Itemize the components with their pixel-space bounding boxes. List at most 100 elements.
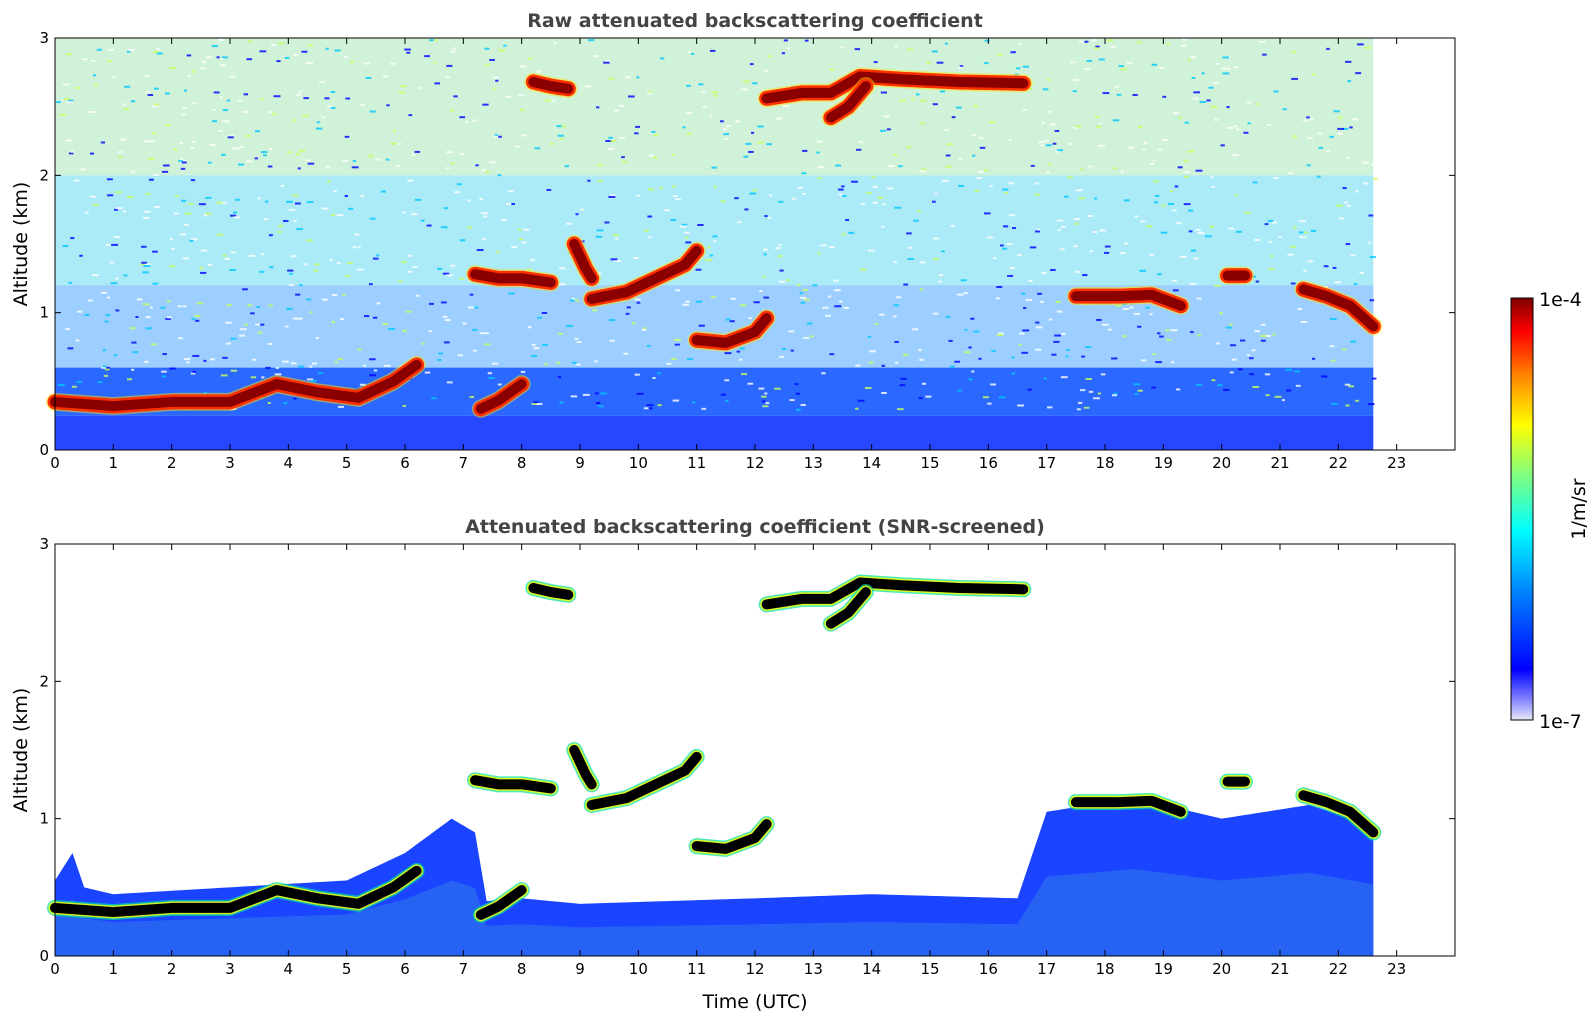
noise-speckle (1260, 339, 1266, 342)
x-tick-label: 15 (920, 960, 939, 978)
noise-speckle (790, 349, 794, 352)
noise-speckle (530, 259, 535, 262)
noise-speckle (1260, 323, 1266, 326)
noise-speckle (596, 229, 604, 232)
noise-speckle (147, 93, 154, 96)
noise-speckle (709, 254, 714, 257)
x-tick-label: 6 (400, 960, 410, 978)
noise-speckle (256, 306, 261, 309)
noise-speckle (1010, 51, 1016, 54)
noise-speckle (1285, 368, 1292, 371)
noise-speckle (1294, 370, 1300, 373)
noise-speckle (881, 391, 887, 394)
noise-speckle (820, 244, 827, 247)
noise-speckle (347, 207, 354, 210)
noise-speckle (1171, 279, 1177, 282)
noise-speckle (816, 151, 820, 154)
noise-speckle (635, 125, 641, 128)
noise-speckle (757, 141, 765, 144)
noise-speckle (310, 380, 318, 383)
noise-speckle (1094, 115, 1100, 118)
noise-speckle (758, 387, 765, 390)
noise-speckle (621, 156, 625, 159)
x-tick-label: 7 (459, 454, 469, 472)
noise-speckle (686, 84, 691, 87)
noise-speckle (203, 359, 207, 362)
noise-speckle (896, 296, 902, 299)
screened-panel-title: Attenuated backscattering coefficient (S… (465, 516, 1045, 538)
noise-speckle (82, 58, 88, 61)
noise-speckle (618, 104, 625, 107)
noise-speckle (92, 74, 96, 77)
noise-speckle (706, 246, 711, 249)
noise-speckle (489, 161, 496, 164)
noise-speckle (600, 392, 607, 395)
noise-speckle (1321, 375, 1328, 378)
noise-speckle (1369, 299, 1375, 302)
noise-speckle (161, 370, 167, 373)
noise-speckle (411, 154, 416, 157)
noise-speckle (796, 284, 801, 287)
noise-speckle (1359, 271, 1365, 274)
x-tick-label: 5 (342, 454, 352, 472)
noise-speckle (995, 297, 1000, 300)
noise-speckle (260, 323, 265, 326)
noise-speckle (749, 63, 754, 66)
noise-speckle (735, 120, 741, 123)
noise-speckle (587, 179, 591, 182)
noise-speckle (1134, 392, 1139, 395)
noise-speckle (1226, 106, 1230, 109)
cloud-layer (583, 748, 705, 813)
noise-speckle (1065, 355, 1069, 358)
noise-speckle (115, 277, 119, 280)
noise-speckle (459, 116, 466, 119)
noise-speckle (1193, 257, 1199, 260)
noise-speckle (553, 41, 557, 44)
noise-speckle (1056, 149, 1064, 152)
noise-speckle (1345, 243, 1351, 246)
noise-speckle (1291, 50, 1297, 53)
noise-speckle (768, 194, 773, 197)
noise-speckle (713, 94, 718, 97)
noise-speckle (1233, 125, 1238, 128)
noise-speckle (257, 331, 263, 334)
noise-speckle (1128, 146, 1134, 149)
noise-speckle (292, 194, 299, 197)
noise-speckle (1052, 142, 1057, 145)
noise-speckle (957, 389, 962, 392)
noise-speckle (1331, 359, 1336, 362)
noise-speckle (734, 197, 739, 200)
noise-speckle (534, 147, 541, 150)
noise-speckle (407, 270, 413, 273)
noise-speckle (152, 105, 159, 108)
noise-speckle (1246, 353, 1251, 356)
noise-speckle (446, 64, 453, 67)
noise-speckle (921, 168, 927, 171)
noise-speckle (1095, 45, 1100, 48)
noise-speckle (1243, 131, 1249, 134)
noise-speckle (296, 228, 304, 231)
noise-speckle (723, 137, 728, 140)
noise-speckle (1196, 383, 1202, 386)
noise-speckle (648, 236, 652, 239)
noise-speckle (761, 400, 766, 403)
noise-speckle (254, 157, 258, 160)
noise-speckle (855, 407, 859, 410)
noise-speckle (565, 325, 573, 328)
noise-speckle (1262, 53, 1267, 56)
noise-speckle (472, 349, 477, 352)
noise-speckle (267, 342, 273, 345)
noise-speckle (259, 50, 267, 53)
cloud-layer (566, 742, 600, 793)
noise-speckle (615, 237, 619, 240)
noise-speckle (764, 69, 769, 72)
noise-speckle (270, 44, 276, 47)
noise-speckle (479, 332, 485, 335)
noise-speckle (720, 393, 726, 396)
noise-speckle (1326, 47, 1330, 50)
x-tick-label: 0 (50, 960, 60, 978)
noise-speckle (1088, 390, 1094, 393)
noise-speckle (974, 189, 980, 192)
noise-speckle (57, 384, 65, 387)
noise-speckle (287, 269, 294, 272)
